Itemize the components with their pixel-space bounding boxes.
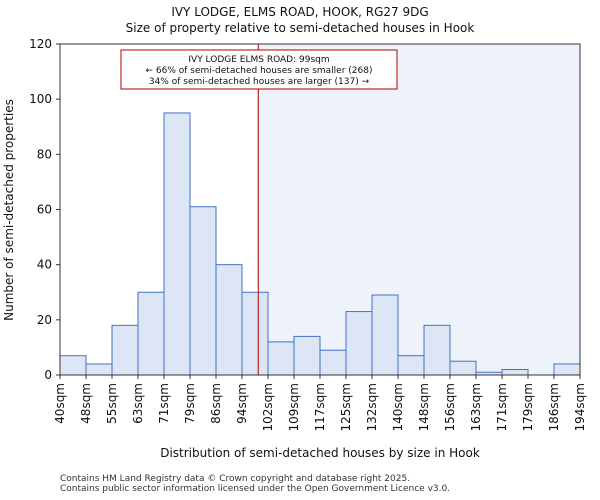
x-tick-label: 86sqm	[209, 383, 223, 424]
y-tick-label: 20	[37, 313, 52, 327]
annotation-line-3: 34% of semi-detached houses are larger (…	[149, 77, 370, 87]
chart-title: IVY LODGE, ELMS ROAD, HOOK, RG27 9DG	[171, 5, 429, 19]
y-tick-label: 120	[29, 37, 52, 51]
x-tick-label: 40sqm	[53, 383, 67, 424]
histogram-bar	[553, 363, 581, 376]
y-tick-label: 60	[37, 203, 52, 217]
histogram-bar	[111, 324, 139, 376]
annotation-line-2: ← 66% of semi-detached houses are smalle…	[146, 66, 373, 76]
y-tick-label: 40	[37, 258, 52, 272]
x-tick-label: 117sqm	[313, 383, 327, 431]
x-tick-label: 194sqm	[573, 383, 587, 431]
histogram-bar	[137, 291, 165, 376]
x-tick-label: 71sqm	[157, 383, 171, 424]
x-tick-label: 109sqm	[287, 383, 301, 431]
x-tick-label: 148sqm	[417, 383, 431, 431]
y-axis-label: Number of semi-detached properties	[2, 99, 16, 321]
x-tick-label: 132sqm	[365, 383, 379, 431]
histogram-bar	[423, 324, 451, 376]
x-tick-label: 179sqm	[521, 383, 535, 431]
footer-line-1: Contains HM Land Registry data © Crown c…	[60, 474, 411, 484]
x-tick-label: 140sqm	[391, 383, 405, 431]
x-tick-label: 55sqm	[105, 383, 119, 424]
histogram-bar	[397, 355, 425, 376]
histogram-bar	[85, 363, 113, 376]
x-tick-label: 79sqm	[183, 383, 197, 424]
annotation-line-1: IVY LODGE ELMS ROAD: 99sqm	[188, 55, 329, 65]
x-axis-label: Distribution of semi-detached houses by …	[160, 446, 480, 460]
histogram-bar	[163, 112, 191, 376]
histogram-bar	[241, 291, 269, 376]
y-tick-label: 100	[29, 92, 52, 106]
larger-region-highlight	[258, 44, 580, 375]
annotation-box: IVY LODGE ELMS ROAD: 99sqm ← 66% of semi…	[120, 49, 398, 90]
footer-line-2: Contains public sector information licen…	[60, 484, 451, 494]
x-tick-label: 94sqm	[235, 383, 249, 424]
histogram-bar	[449, 360, 477, 376]
x-tick-label: 63sqm	[131, 383, 145, 424]
histogram-bar	[319, 349, 347, 376]
x-tick-label: 125sqm	[339, 383, 353, 431]
histogram-bar	[371, 294, 399, 376]
histogram-bar	[345, 311, 373, 376]
histogram-bar	[267, 341, 295, 376]
x-tick-label: 102sqm	[261, 383, 275, 431]
y-tick-label: 0	[44, 368, 52, 382]
x-tick-label: 163sqm	[469, 383, 483, 431]
x-tick-label: 171sqm	[495, 383, 509, 431]
x-tick-label: 156sqm	[443, 383, 457, 431]
y-tick-label: 80	[37, 147, 52, 161]
histogram-bar	[293, 335, 321, 376]
histogram-bar	[501, 368, 529, 376]
x-tick-label: 48sqm	[79, 383, 93, 424]
histogram-bar	[189, 206, 217, 376]
histogram-bar	[59, 355, 87, 376]
chart-subtitle: Size of property relative to semi-detach…	[125, 21, 475, 35]
histogram-bar	[215, 264, 243, 376]
x-tick-label: 186sqm	[547, 383, 561, 431]
